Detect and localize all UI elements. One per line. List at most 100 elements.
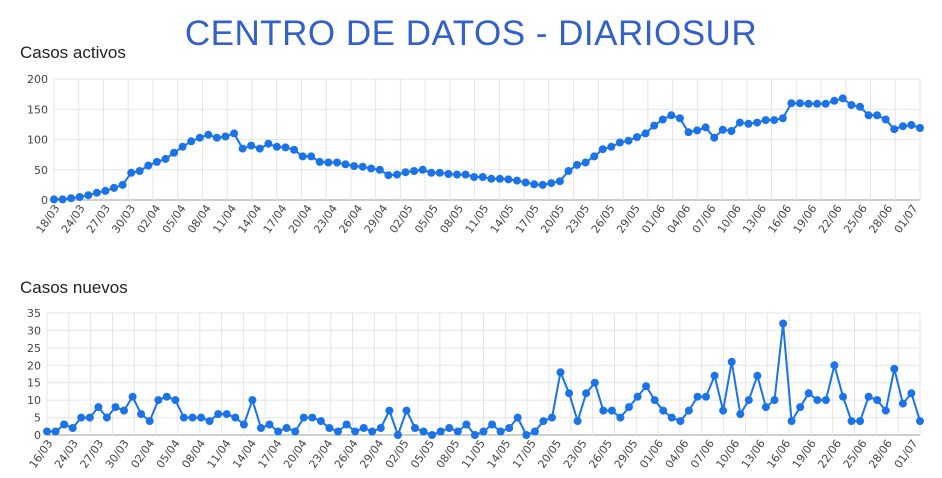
data-point xyxy=(436,427,445,436)
data-point xyxy=(735,118,744,127)
data-point xyxy=(385,406,394,415)
data-point xyxy=(753,371,762,380)
y-tick-label: 20 xyxy=(27,359,41,372)
data-point xyxy=(410,167,419,175)
data-point xyxy=(393,431,402,439)
data-point xyxy=(693,126,702,135)
data-point xyxy=(890,364,899,373)
data-point xyxy=(299,413,308,422)
data-point xyxy=(487,174,496,183)
y-tick-label: 0 xyxy=(34,429,41,442)
data-point xyxy=(128,392,137,401)
data-point xyxy=(625,403,633,412)
data-point xyxy=(821,396,830,405)
data-point xyxy=(204,130,213,139)
data-point xyxy=(761,116,770,125)
x-tick-label: 27/03 xyxy=(78,437,107,470)
data-point xyxy=(565,389,574,398)
y-tick-label: 0 xyxy=(41,194,48,207)
data-point xyxy=(856,102,864,111)
data-point xyxy=(744,119,753,128)
data-point xyxy=(693,392,702,401)
data-point xyxy=(547,179,556,188)
data-point xyxy=(428,431,437,439)
data-point xyxy=(633,392,642,401)
x-tick-label: 07/06 xyxy=(688,437,717,470)
x-tick-label: 01/07 xyxy=(892,437,921,470)
data-point xyxy=(170,148,178,157)
y-tick-label: 200 xyxy=(27,73,48,86)
data-point xyxy=(907,389,916,398)
data-point xyxy=(607,142,616,151)
x-tick-label: 20/05 xyxy=(535,437,564,470)
y-tick-label: 30 xyxy=(27,324,41,337)
y-tick-label: 10 xyxy=(27,394,41,407)
data-point xyxy=(110,183,118,192)
data-point xyxy=(462,420,471,429)
data-point xyxy=(856,417,865,426)
data-point xyxy=(539,417,548,426)
data-point xyxy=(702,392,710,401)
x-tick-label: 24/03 xyxy=(52,437,81,470)
data-point xyxy=(68,424,77,432)
data-point xyxy=(376,424,385,432)
y-tick-label: 5 xyxy=(34,412,41,425)
x-tick-label: 08/05 xyxy=(434,437,463,470)
x-tick-label: 22/06 xyxy=(815,437,844,470)
data-point xyxy=(727,357,736,366)
data-point xyxy=(779,319,788,328)
data-point xyxy=(804,389,813,398)
data-point xyxy=(444,170,453,178)
data-point xyxy=(401,168,410,177)
data-point xyxy=(521,178,530,187)
data-point xyxy=(43,427,51,436)
data-point xyxy=(642,382,651,391)
data-point xyxy=(341,160,350,169)
data-point xyxy=(701,123,710,132)
data-point xyxy=(247,141,256,150)
x-tick-label: 25/06 xyxy=(841,437,870,470)
data-point xyxy=(307,152,316,161)
x-tick-label: 02/05 xyxy=(383,437,412,470)
data-point xyxy=(590,378,599,387)
data-point xyxy=(821,99,830,108)
data-point xyxy=(496,427,505,436)
data-point xyxy=(761,403,770,412)
data-point xyxy=(778,114,787,123)
data-point xyxy=(188,413,197,422)
data-point xyxy=(60,420,69,429)
data-point xyxy=(890,125,899,134)
data-point xyxy=(152,157,161,166)
data-point xyxy=(445,424,454,432)
x-tick-label: 16/06 xyxy=(764,437,793,470)
data-point xyxy=(290,145,299,154)
data-point xyxy=(195,133,204,142)
data-point xyxy=(230,129,239,138)
data-point xyxy=(118,180,127,189)
data-point xyxy=(573,417,582,426)
data-point xyxy=(864,111,873,120)
data-point xyxy=(351,427,360,436)
data-point xyxy=(375,165,384,174)
data-point xyxy=(94,403,103,412)
data-point xyxy=(787,99,796,108)
data-point xyxy=(813,99,822,108)
data-point xyxy=(435,168,444,177)
data-point xyxy=(205,417,214,426)
data-point xyxy=(675,114,684,123)
data-point xyxy=(470,431,479,439)
x-tick-label: 17/04 xyxy=(256,437,285,470)
data-point xyxy=(239,420,248,429)
data-point xyxy=(334,427,342,436)
data-point xyxy=(85,413,94,422)
data-point xyxy=(616,413,625,422)
x-tick-label: 10/06 xyxy=(714,437,743,470)
x-tick-label: 29/05 xyxy=(612,437,641,470)
data-point xyxy=(590,152,599,161)
x-tick-label: 13/06 xyxy=(739,437,768,470)
x-tick-label: 11/05 xyxy=(459,437,488,470)
data-point xyxy=(248,396,257,405)
data-point xyxy=(479,427,488,436)
data-point xyxy=(187,137,196,146)
